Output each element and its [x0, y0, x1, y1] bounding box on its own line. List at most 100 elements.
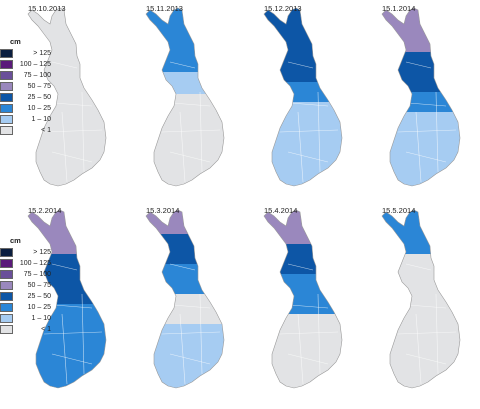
legend-row: 10 – 25 — [0, 302, 53, 313]
snow-map — [263, 7, 343, 187]
region-border — [415, 111, 422, 183]
legend-row: 10 – 25 — [0, 103, 53, 114]
region-border — [405, 353, 447, 365]
region-border — [51, 263, 78, 271]
legend-label: 100 – 125 — [19, 260, 51, 267]
region-border — [297, 313, 304, 385]
map-date: 15.2.2014 — [28, 206, 62, 215]
region-border — [317, 91, 321, 173]
legend-swatch — [0, 104, 13, 113]
legend-label: 75 – 100 — [23, 72, 51, 79]
legend-row: > 125 — [0, 48, 53, 59]
legend-swatch — [0, 270, 13, 279]
legend-swatch — [0, 281, 13, 290]
region-border — [61, 313, 68, 385]
legend-row: < 1 — [0, 125, 53, 136]
region-border — [415, 313, 422, 385]
legend-swatch — [0, 292, 13, 301]
legend-row: 50 – 75 — [0, 280, 53, 291]
snow-map — [145, 7, 225, 187]
region-border — [405, 263, 432, 271]
region-border — [81, 293, 85, 375]
legend-label: 50 – 75 — [27, 282, 51, 289]
legend-swatch — [0, 303, 13, 312]
legend-row: 25 – 50 — [0, 291, 53, 302]
region-border — [169, 353, 211, 365]
region-border — [81, 91, 85, 173]
region-border — [287, 61, 314, 69]
region-border — [397, 331, 457, 335]
region-border — [159, 101, 211, 107]
legend-swatch — [0, 248, 13, 257]
legend-row: 100 – 125 — [0, 258, 53, 269]
snow-map — [381, 7, 461, 187]
snow-map — [145, 209, 225, 389]
snow-depth-area — [264, 102, 342, 186]
legend-swatch — [0, 82, 13, 91]
region-border — [51, 61, 78, 69]
region-border — [287, 263, 314, 271]
snow-depth-area — [146, 46, 224, 72]
region-border — [169, 151, 211, 163]
region-border — [51, 151, 93, 163]
legend-label: < 1 — [41, 127, 51, 134]
region-border — [61, 111, 68, 183]
snow-depth-area — [146, 72, 224, 94]
snow-depth-area — [264, 82, 342, 102]
map-date: 15.11.2013 — [146, 4, 183, 13]
region-border — [169, 263, 196, 271]
snow-depth-area — [146, 294, 224, 324]
region-border — [317, 293, 321, 375]
legend-label: 25 – 50 — [27, 94, 51, 101]
region-border — [395, 101, 447, 107]
region-border — [41, 303, 93, 309]
legend-row: < 1 — [0, 324, 53, 335]
legend-swatch — [0, 49, 13, 58]
region-border — [199, 293, 203, 375]
legend-unit: cm — [10, 37, 21, 46]
region-border — [277, 303, 329, 309]
region-border — [405, 61, 432, 69]
legend-label: 10 – 25 — [27, 105, 51, 112]
legend-unit: cm — [10, 236, 21, 245]
region-border — [279, 331, 339, 335]
legend-row: > 125 — [0, 247, 53, 258]
legend-row: 1 – 10 — [0, 114, 53, 125]
snow-depth-area — [382, 254, 460, 388]
legend: cm > 125 100 – 125 75 – 100 50 – 75 25 – 50 1… — [0, 37, 53, 136]
region-border — [395, 303, 447, 309]
map-date: 15.4.2014 — [264, 206, 298, 215]
legend-label: 1 – 10 — [31, 116, 51, 123]
region-border — [43, 129, 103, 133]
region-border — [41, 101, 93, 107]
map-date: 15.3.2014 — [146, 206, 180, 215]
legend-swatch — [0, 126, 13, 135]
legend-label: 10 – 25 — [27, 304, 51, 311]
region-border — [435, 293, 439, 375]
snow-depth-area — [382, 52, 460, 92]
region-border — [287, 151, 329, 163]
legend-row: 25 – 50 — [0, 92, 53, 103]
region-border — [405, 151, 447, 163]
region-border — [277, 101, 329, 107]
legend-swatch — [0, 93, 13, 102]
region-border — [179, 111, 186, 183]
legend-label: 100 – 125 — [19, 61, 51, 68]
legend-row: 1 – 10 — [0, 313, 53, 324]
legend-row: 75 – 100 — [0, 269, 53, 280]
snow-depth-area — [382, 112, 460, 186]
region-border — [397, 129, 457, 133]
region-border — [51, 353, 93, 365]
region-border — [179, 313, 186, 385]
legend-label: > 125 — [33, 249, 51, 256]
region-border — [279, 129, 339, 133]
region-border — [159, 303, 211, 309]
region-border — [287, 353, 329, 365]
map-date: 15.10.2013 — [28, 4, 66, 13]
region-border — [169, 61, 196, 69]
map-date: 15.1.2014 — [382, 4, 416, 13]
legend-row: 50 – 75 — [0, 81, 53, 92]
legend-swatch — [0, 259, 13, 268]
snow-depth-area — [264, 244, 342, 274]
